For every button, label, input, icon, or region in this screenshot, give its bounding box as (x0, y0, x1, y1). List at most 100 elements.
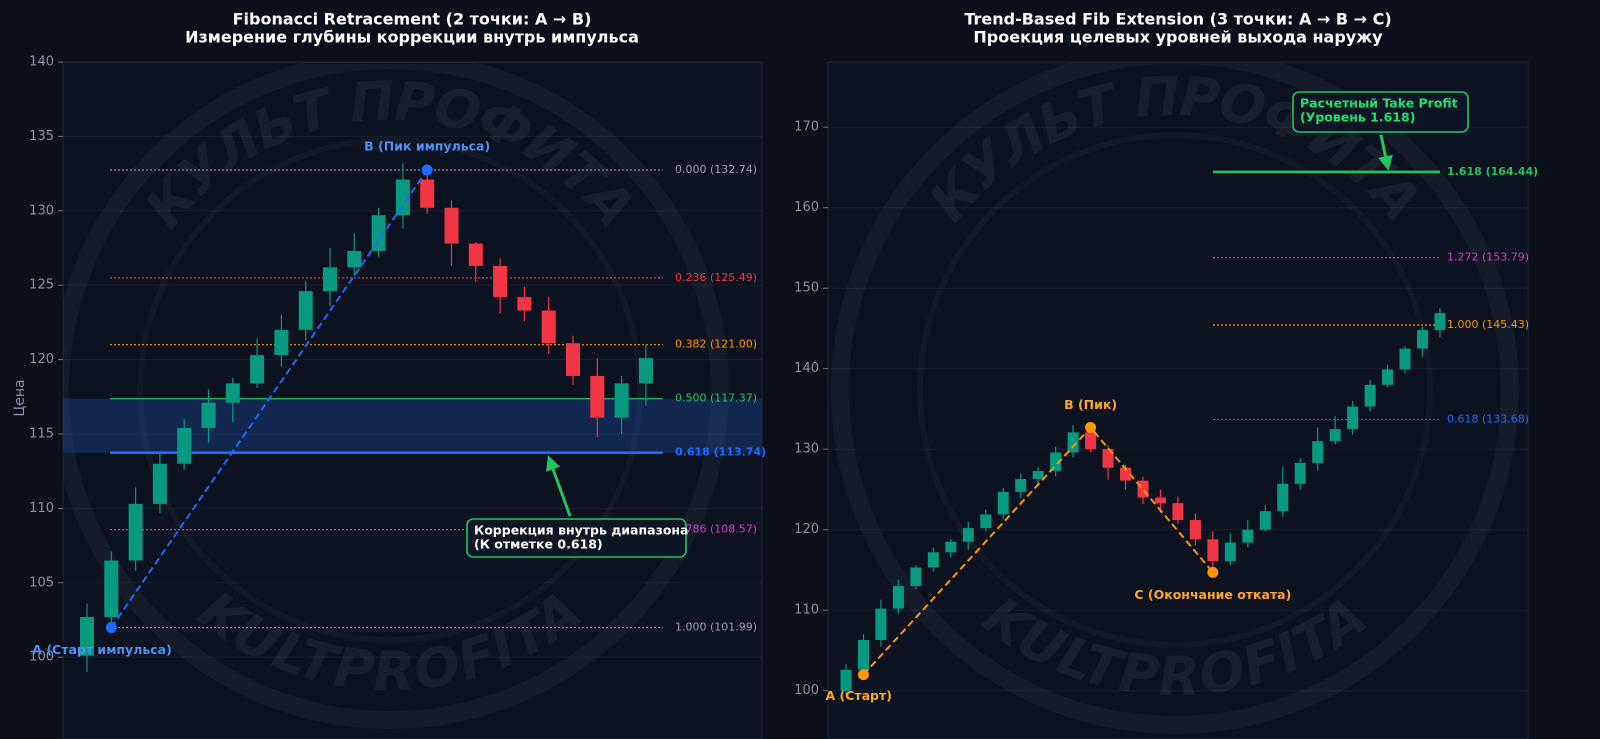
candle-body (910, 567, 922, 587)
candle-body (997, 491, 1009, 515)
chart-title: Trend-Based Fib Extension (3 точки: A → … (964, 10, 1391, 29)
candle-body (1242, 529, 1254, 543)
y-tick-label: 120 (794, 522, 819, 537)
candle-body (875, 608, 887, 640)
y-tick-label: 160 (794, 200, 819, 215)
candle-body (104, 560, 119, 617)
swing-point-label: A (Старт импульса) (32, 642, 172, 657)
annotation-box (1292, 91, 1469, 133)
y-tick-label: 105 (29, 575, 54, 590)
candle-body (1364, 384, 1376, 407)
y-tick-label: 150 (794, 281, 819, 296)
annotation-text: Коррекция внутрь диапазона (474, 523, 689, 538)
annotation-arrow (546, 455, 572, 517)
candle-body (1259, 511, 1271, 530)
swing-point (105, 622, 117, 634)
swing-point (421, 164, 433, 176)
candle-body (980, 514, 992, 529)
y-tick-label: 100 (29, 650, 54, 665)
watermark-ring (63, 62, 729, 729)
candle-body (614, 383, 629, 418)
candle-body (1294, 462, 1306, 484)
candle-body (1207, 539, 1219, 562)
fib-level-label: 1.000 (145.43) (1447, 318, 1529, 331)
chart-subtitle: Проекция целевых уровней выхода наружу (973, 28, 1383, 47)
y-tick-label: 120 (29, 352, 54, 367)
swing-point (1207, 566, 1219, 578)
chart-subtitle: Измерение глубины коррекции внутрь импул… (185, 28, 639, 47)
swing-point-label: B (Пик) (1064, 397, 1117, 412)
candle-body (1277, 483, 1289, 512)
candle-body (468, 243, 483, 266)
candle-body (1434, 313, 1446, 331)
y-tick-label: 125 (29, 278, 54, 293)
candle-body (962, 528, 974, 542)
candle-body (128, 503, 143, 561)
candle-body (1015, 478, 1027, 492)
swing-point-label: C (Окончание отката) (1134, 587, 1291, 602)
chart-title: Fibonacci Retracement (2 точки: A → B) (233, 10, 592, 29)
swing-point (1085, 421, 1097, 433)
candle-body (566, 343, 580, 376)
fib-level-label: 1.000 (101.99) (675, 621, 757, 634)
candle-body (323, 267, 337, 292)
candle-body (857, 639, 869, 670)
y-axis-label: Цена (12, 379, 28, 416)
watermark-ring (831, 62, 1519, 734)
swing-point-label: B (Пик импульса) (364, 139, 490, 154)
candle-body (152, 463, 167, 504)
candle-body (541, 310, 556, 344)
annotation-text: (Уровень 1.618) (1300, 110, 1415, 125)
candle-body (1224, 542, 1236, 562)
plot-area (827, 61, 1529, 739)
y-tick-label: 115 (29, 426, 54, 441)
candle-body (1189, 520, 1201, 540)
candle-body (1120, 467, 1132, 481)
annotation-text: Расчетный Take Profit (1300, 96, 1458, 111)
fib-level-label: 0.000 (132.74) (675, 163, 757, 176)
candle-body (493, 265, 508, 298)
fib-level-label: 0.618 (113.74) (675, 446, 766, 459)
candle-body (395, 179, 410, 216)
swing-line (110, 169, 429, 629)
candle-body (1085, 432, 1097, 450)
y-tick-label: 135 (29, 129, 54, 144)
candle-body (945, 541, 957, 553)
candle-body (1417, 330, 1429, 349)
candle-body (177, 428, 192, 464)
fib-level-label: 0.382 (121.00) (675, 338, 757, 351)
fib-level-label: 0.500 (117.37) (675, 392, 757, 405)
candle-body (517, 297, 532, 311)
y-tick-label: 110 (794, 603, 819, 618)
annotation-arrow (1378, 134, 1393, 171)
candle-body (1172, 503, 1184, 521)
candle-body (1329, 429, 1341, 442)
fib-level-label: 0.786 (108.57) (675, 523, 757, 536)
candle-body (298, 291, 313, 330)
candle-body (927, 552, 939, 568)
y-tick-label: 170 (794, 120, 819, 135)
y-tick-label: 140 (794, 361, 819, 376)
y-tick-label: 100 (794, 683, 819, 698)
y-tick-label: 140 (29, 55, 54, 70)
y-tick-label: 110 (29, 501, 54, 516)
candle-body (1154, 497, 1166, 504)
candle-body (1032, 470, 1044, 479)
candle-body (347, 250, 362, 268)
candle-body (1137, 480, 1149, 498)
candle-body (1347, 406, 1359, 430)
candle-body (371, 215, 386, 251)
candle-body (1102, 449, 1114, 468)
annotation-box (466, 518, 687, 558)
y-tick-label: 130 (794, 442, 819, 457)
swing-point-label: A (Старт) (825, 688, 892, 703)
candle-body (225, 383, 240, 403)
swing-point (857, 669, 869, 681)
candle-body (250, 355, 265, 384)
fib-zone (63, 398, 762, 453)
candle-body (1050, 452, 1062, 471)
candle-body (1399, 348, 1411, 370)
candle-body (1382, 369, 1394, 385)
fib-level-label: 1.272 (153.79) (1447, 251, 1529, 264)
